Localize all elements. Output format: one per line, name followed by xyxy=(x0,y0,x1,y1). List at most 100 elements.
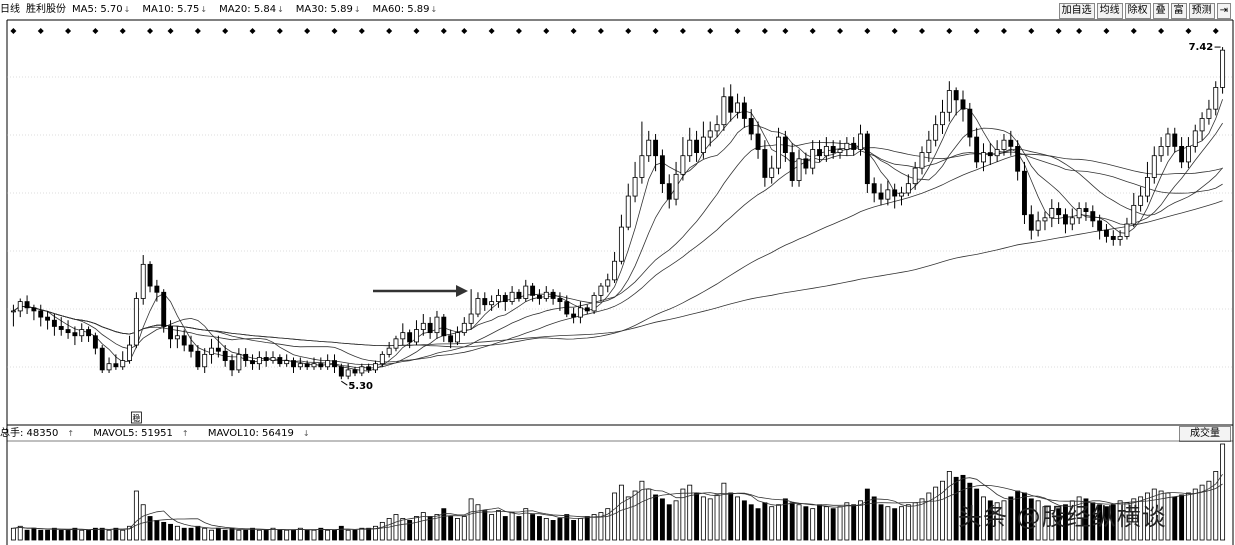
candle-body xyxy=(646,139,652,157)
volume-bar xyxy=(728,492,734,541)
volume-bar xyxy=(844,502,850,541)
volume-bar xyxy=(803,506,809,541)
candle-body xyxy=(564,301,570,315)
volume-bar xyxy=(837,506,843,541)
candle-body xyxy=(10,310,16,313)
candle-body xyxy=(1015,145,1021,172)
volume-average-line xyxy=(13,473,1223,531)
candle-body xyxy=(516,291,522,299)
volume-bar xyxy=(45,529,51,541)
volume-bar xyxy=(1192,488,1198,541)
volume-bar xyxy=(1076,496,1082,541)
volume-bar xyxy=(345,529,351,541)
candle-body xyxy=(311,363,317,368)
volume-bar xyxy=(680,488,686,541)
candle-body xyxy=(1028,214,1034,231)
volume-bar xyxy=(72,527,78,541)
toolbar-button[interactable]: 预测 xyxy=(1188,3,1215,19)
candle-body xyxy=(65,329,71,334)
volume-bar xyxy=(1056,508,1062,541)
signal-diamond xyxy=(488,28,495,34)
candle-body xyxy=(987,152,993,157)
volume-indicator-button[interactable]: 成交量 xyxy=(1179,426,1231,442)
signal-diamond xyxy=(652,28,659,34)
candle-body xyxy=(270,357,276,361)
candle-body xyxy=(106,363,112,371)
volume-bar xyxy=(215,527,221,541)
volume-bar xyxy=(373,525,378,541)
candle-body xyxy=(666,183,672,200)
volume-bar xyxy=(352,529,358,541)
candle-body xyxy=(823,145,829,157)
candle-body xyxy=(373,363,378,371)
volume-bar xyxy=(851,504,857,541)
candle-body xyxy=(482,298,488,306)
candle-body xyxy=(455,332,460,343)
toolbar-button[interactable]: 叠 xyxy=(1152,3,1169,19)
volume-bar xyxy=(468,498,474,541)
volume-bar xyxy=(455,518,460,541)
volume-bar xyxy=(516,516,522,541)
candle-body xyxy=(195,350,201,368)
ma-direction-arrow: ↓ xyxy=(200,5,208,14)
candle-body xyxy=(639,155,645,178)
volume-bar xyxy=(489,514,495,541)
toolbar-button[interactable]: 均线 xyxy=(1096,3,1123,19)
volume-bar xyxy=(1179,494,1185,541)
signal-diamond xyxy=(1076,28,1083,34)
signal-diamond xyxy=(891,28,898,34)
candle-body xyxy=(700,136,706,154)
volume-bar xyxy=(762,502,768,541)
candle-body xyxy=(31,307,37,312)
volume-bar xyxy=(987,500,993,541)
candle-body xyxy=(974,136,980,163)
candle-body xyxy=(468,313,474,324)
volume-bar xyxy=(475,504,481,541)
signal-diamond xyxy=(1055,28,1062,34)
volume-bar xyxy=(1206,480,1212,541)
candle-body xyxy=(318,363,324,368)
candle-body xyxy=(1104,229,1109,237)
volume-bar xyxy=(1028,498,1034,541)
volume-bar xyxy=(530,514,536,541)
volume-bar xyxy=(666,504,672,541)
candle-body xyxy=(851,142,857,150)
period-label[interactable]: 日线 xyxy=(0,4,20,15)
candle-body xyxy=(495,294,501,302)
signal-diamond xyxy=(440,28,447,34)
volume-bar xyxy=(653,494,659,541)
candle-body xyxy=(209,347,214,355)
candle-body xyxy=(1083,208,1089,212)
candle-body xyxy=(571,313,577,318)
volume-bar xyxy=(65,529,71,541)
volume-bar xyxy=(229,527,235,541)
candle-body xyxy=(1199,118,1205,132)
candle-body xyxy=(762,149,768,178)
volume-bar xyxy=(564,514,570,541)
candle-body xyxy=(161,291,167,327)
volume-bar xyxy=(796,504,802,541)
candle-body xyxy=(168,326,173,340)
candle-body xyxy=(1220,49,1226,88)
toolbar-button[interactable]: 加自选 xyxy=(1058,3,1095,19)
toolbar-button[interactable]: ⇥ xyxy=(1216,3,1231,19)
signal-diamond xyxy=(809,28,816,34)
volume-bar xyxy=(325,529,331,541)
volume-bar xyxy=(1185,492,1191,541)
volume-bar xyxy=(154,520,160,541)
candle-body xyxy=(1138,195,1144,206)
toolbar-button[interactable]: 除权 xyxy=(1124,3,1151,19)
volume-bar xyxy=(1042,506,1048,541)
volume-bar xyxy=(536,516,542,541)
volume-bar xyxy=(407,520,413,541)
candle-body xyxy=(1056,208,1062,216)
signal-diamond xyxy=(707,28,714,34)
candle-body xyxy=(748,118,754,135)
toolbar-button[interactable]: 富 xyxy=(1170,3,1187,19)
candle-body xyxy=(557,298,563,303)
ma-legend-item: MA60: 5.89↓ xyxy=(373,0,444,20)
volume-bar xyxy=(482,510,488,541)
ma-legend-item: MA30: 5.89↓ xyxy=(296,0,367,20)
volume-bar xyxy=(168,523,173,541)
volume-bar xyxy=(1097,504,1103,541)
